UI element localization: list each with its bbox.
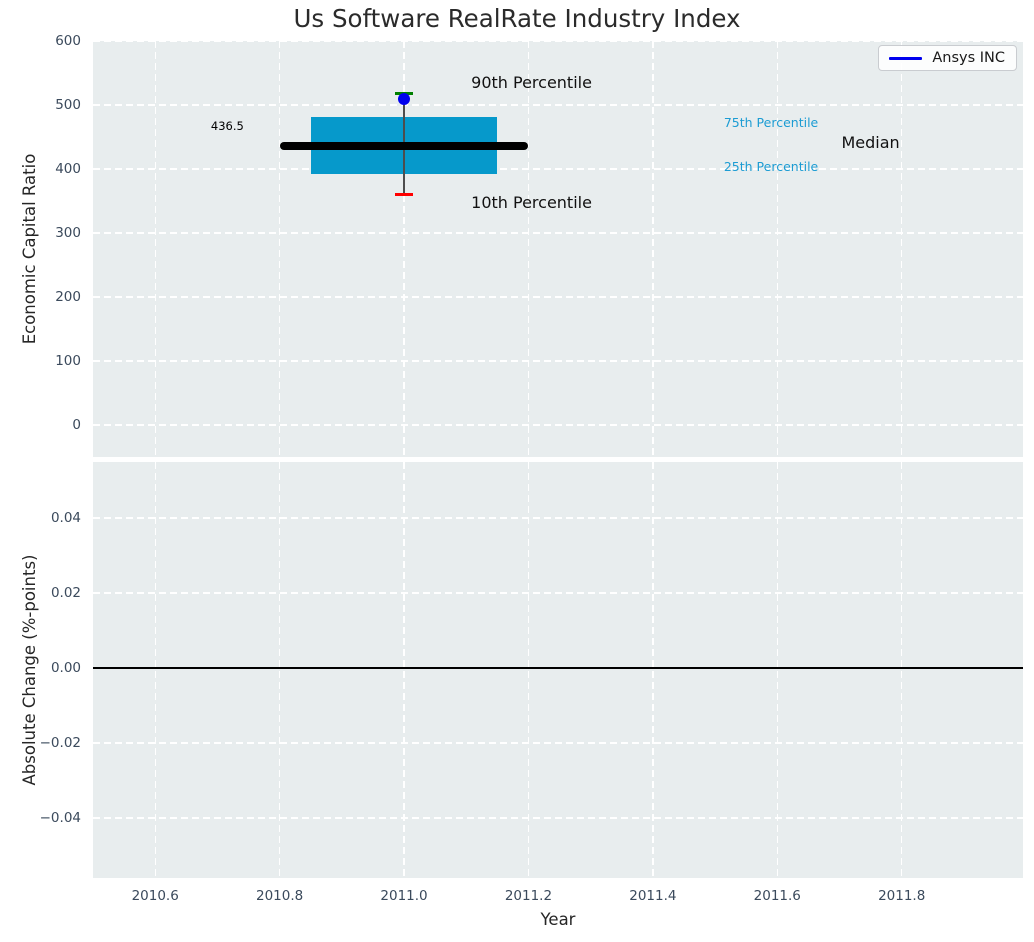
- x-tick-label: 2011.0: [380, 888, 428, 904]
- y-gridline: [93, 232, 1023, 234]
- y-tick-label: 0: [72, 417, 81, 433]
- chart-title: Us Software RealRate Industry Index: [293, 4, 741, 33]
- x-gridline: [278, 462, 281, 878]
- x-tick-label: 2011.2: [504, 888, 553, 904]
- x-gridline: [652, 462, 654, 878]
- legend-label: Ansys INC: [932, 50, 1005, 66]
- x-tick-label: 2010.8: [255, 888, 304, 904]
- annotation-75th-percentile: 75th Percentile: [723, 114, 819, 130]
- x-tick-label: 2011.6: [753, 888, 801, 904]
- x-gridline: [403, 462, 405, 878]
- y-gridline: [93, 424, 1023, 426]
- x-tick-label: 2011.8: [878, 888, 926, 904]
- y-tick-label: 0.04: [50, 509, 81, 526]
- annotation-90th-percentile: 90th Percentile: [471, 73, 592, 93]
- y-tick-label: 300: [55, 225, 81, 241]
- y-gridline: [93, 168, 1023, 170]
- x-gridline: [776, 462, 778, 878]
- y-tick-label: 200: [55, 289, 81, 305]
- y-tick-label: −0.04: [39, 809, 81, 826]
- y-tick-label: 500: [55, 97, 81, 113]
- p10-cap: [394, 193, 414, 197]
- x-gridline: [154, 462, 156, 878]
- y-gridline: [93, 817, 1023, 819]
- x-gridline: [527, 462, 530, 878]
- median-line: [279, 141, 529, 150]
- y-tick-label: −0.02: [39, 734, 81, 751]
- x-gridline: [154, 41, 156, 457]
- y-gridline: [93, 742, 1023, 744]
- x-gridline: [901, 41, 903, 457]
- y-tick-label: 600: [55, 33, 81, 49]
- y-gridline: [93, 40, 1023, 42]
- x-gridline: [776, 41, 778, 457]
- y-gridline: [93, 360, 1023, 362]
- y-tick-label: 0.02: [50, 584, 81, 601]
- y-gridline: [93, 296, 1023, 298]
- y-tick-label: 0.00: [50, 659, 81, 676]
- legend-line-swatch: [889, 56, 923, 60]
- x-tick-label: 2011.4: [629, 888, 677, 904]
- annotation-436-5: 436.5: [210, 119, 244, 134]
- company-point: [398, 92, 411, 105]
- top-axes: Ansys INC 436.5 90th Percentile 10th Perce…: [93, 40, 1023, 457]
- x-tick-label: 2010.6: [131, 888, 179, 904]
- y-gridline: [93, 517, 1023, 519]
- x-gridline: [278, 41, 281, 457]
- x-gridline: [527, 41, 530, 457]
- x-gridline: [901, 462, 903, 878]
- x-axis-label: Year: [540, 910, 576, 929]
- bottom-axes: [93, 462, 1023, 878]
- y-tick-label: 400: [55, 161, 81, 177]
- legend: Ansys INC: [878, 45, 1017, 71]
- zero-reference-line: [93, 666, 1023, 669]
- annotation-25th-percentile: 25th Percentile: [723, 159, 819, 175]
- annotation-10th-percentile: 10th Percentile: [471, 192, 592, 212]
- annotation-median: Median: [841, 133, 900, 153]
- y-gridline: [93, 592, 1023, 594]
- y-tick-label: 100: [55, 353, 81, 369]
- y-gridline: [93, 104, 1023, 106]
- x-gridline: [652, 41, 654, 457]
